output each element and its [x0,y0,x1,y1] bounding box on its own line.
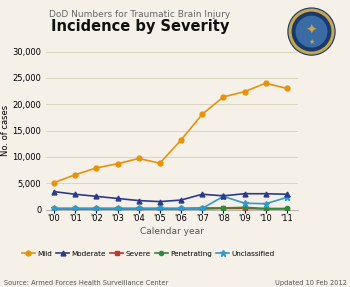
Moderate [94,195,98,198]
Penetrating [52,207,56,210]
Unclassified [73,207,77,210]
Y-axis label: No. of cases: No. of cases [1,105,9,156]
Mild [158,162,162,165]
Penetrating [136,207,141,210]
Moderate [136,199,141,202]
Moderate [116,197,120,200]
Moderate [179,198,183,202]
Severe [52,207,56,211]
Moderate [264,192,268,195]
Moderate [73,193,77,196]
Penetrating [200,206,204,210]
Mild [136,157,141,160]
Mild [200,113,204,116]
Circle shape [296,16,327,47]
Text: Updated 10 Feb 2012: Updated 10 Feb 2012 [275,280,346,286]
Penetrating [179,207,183,210]
Severe [158,207,162,211]
Moderate [52,190,56,193]
Circle shape [288,8,335,55]
Severe [116,207,120,211]
Severe [200,207,204,211]
Penetrating [264,207,268,210]
Mild [264,82,268,85]
Penetrating [243,206,247,209]
Unclassified [158,207,162,210]
Moderate [243,192,247,195]
Severe [179,207,183,211]
Text: Incidence by Severity: Incidence by Severity [51,19,229,34]
Mild [73,173,77,177]
Mild [94,166,98,170]
Text: Source: Armed Forces Health Surveillance Center: Source: Armed Forces Health Surveillance… [4,280,168,286]
Unclassified [94,207,98,210]
Mild [52,181,56,184]
Mild [285,87,289,90]
Line: Penetrating: Penetrating [52,205,289,211]
Text: ★: ★ [308,39,315,45]
Moderate [200,193,204,196]
Severe [243,207,247,210]
Severe [136,207,141,211]
Unclassified [179,207,183,210]
Circle shape [289,9,334,54]
Line: Mild: Mild [51,81,289,185]
Severe [94,207,98,211]
Line: Unclassified: Unclassified [50,193,290,212]
Moderate [221,194,225,197]
Penetrating [158,207,162,210]
Mild [221,95,225,99]
Mild [179,138,183,142]
Unclassified [52,207,56,210]
Severe [221,207,225,210]
Penetrating [221,206,225,210]
Penetrating [94,207,98,210]
X-axis label: Calendar year: Calendar year [140,227,203,236]
Mild [243,90,247,93]
Severe [73,207,77,211]
Moderate [158,200,162,203]
Moderate [285,193,289,196]
Penetrating [285,207,289,210]
Mild [116,162,120,165]
Severe [285,207,289,211]
Unclassified [200,207,204,210]
Text: ✦: ✦ [306,24,317,37]
Text: DoD Numbers for Traumatic Brain Injury: DoD Numbers for Traumatic Brain Injury [49,10,231,19]
Penetrating [116,207,120,210]
Legend: Mild, Moderate, Severe, Penetrating, Unclassified: Mild, Moderate, Severe, Penetrating, Unc… [19,248,278,260]
Unclassified [116,207,120,210]
Unclassified [243,201,247,205]
Unclassified [221,195,225,198]
Line: Severe: Severe [52,206,289,211]
Circle shape [292,12,331,51]
Line: Moderate: Moderate [51,189,289,204]
Unclassified [285,196,289,199]
Unclassified [136,207,141,210]
Severe [264,207,268,211]
Penetrating [73,207,77,210]
Unclassified [264,202,268,205]
